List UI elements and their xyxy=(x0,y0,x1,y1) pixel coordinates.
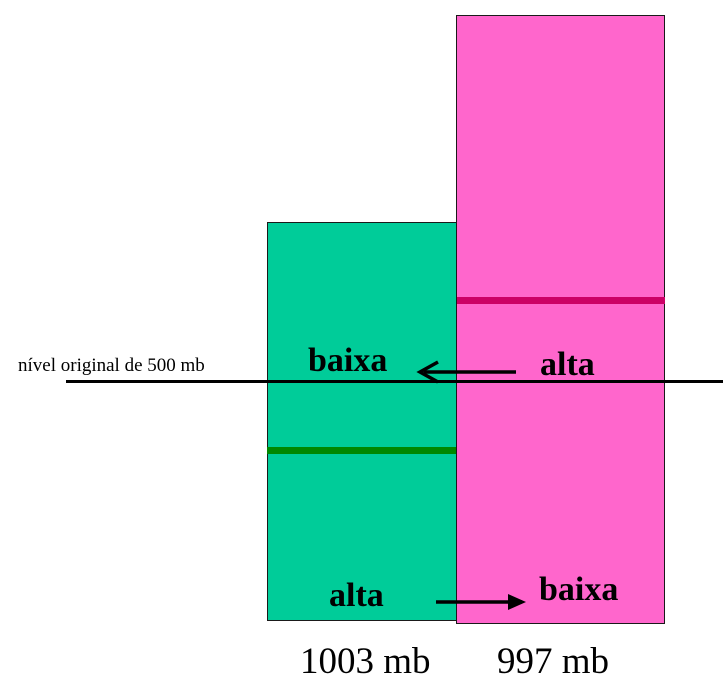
left-upper-pressure-label: baixa xyxy=(308,342,388,379)
upper-flow-arrow-icon xyxy=(416,360,516,384)
lower-flow-arrow-icon xyxy=(436,594,526,610)
right-upper-pressure-label: alta xyxy=(540,346,595,383)
left-lower-pressure-label: alta xyxy=(329,577,384,614)
left-column-pressure-value: 1003 mb xyxy=(300,641,431,682)
right-column-pressure-value: 997 mb xyxy=(497,641,610,682)
right-air-column xyxy=(456,15,665,624)
right-lower-pressure-label: baixa xyxy=(539,571,619,608)
left-column-level-band xyxy=(267,447,456,454)
left-air-column xyxy=(267,222,457,621)
right-column-level-band xyxy=(457,297,665,304)
reference-level-label: nível original de 500 mb xyxy=(18,355,205,376)
reference-level-line xyxy=(66,380,723,383)
